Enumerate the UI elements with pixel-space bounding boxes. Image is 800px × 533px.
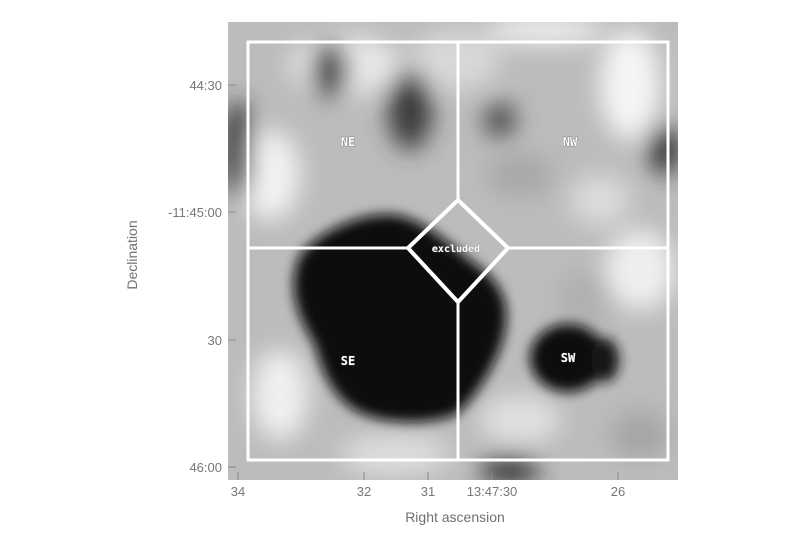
x-tick-label: 34 bbox=[231, 484, 245, 499]
excluded-diamond bbox=[405, 197, 511, 305]
x-tick-label: 13:47:30 bbox=[467, 484, 518, 499]
x-tick-label: 26 bbox=[611, 484, 625, 499]
y-axis-title: Declination bbox=[124, 220, 140, 289]
y-tick-label: 46:00 bbox=[189, 460, 222, 475]
x-tick-label: 32 bbox=[357, 484, 371, 499]
y-axis bbox=[228, 84, 236, 468]
quadrant-overlay bbox=[246, 40, 670, 462]
y-tick-label: -11:45:00 bbox=[168, 205, 222, 220]
region-label-excluded: excluded bbox=[432, 244, 480, 255]
region-label-se: SE bbox=[341, 354, 355, 368]
y-tick-label: 30 bbox=[208, 333, 222, 348]
x-axis bbox=[237, 472, 619, 480]
region-label-sw: SW bbox=[561, 351, 576, 365]
y-tick-label: 44:30 bbox=[189, 78, 222, 93]
map-image bbox=[228, 22, 678, 480]
x-tick-label: 31 bbox=[421, 484, 435, 499]
x-axis-title: Right ascension bbox=[405, 509, 505, 525]
region-label-nw: NW bbox=[563, 135, 578, 149]
region-label-ne: NE bbox=[341, 135, 355, 149]
